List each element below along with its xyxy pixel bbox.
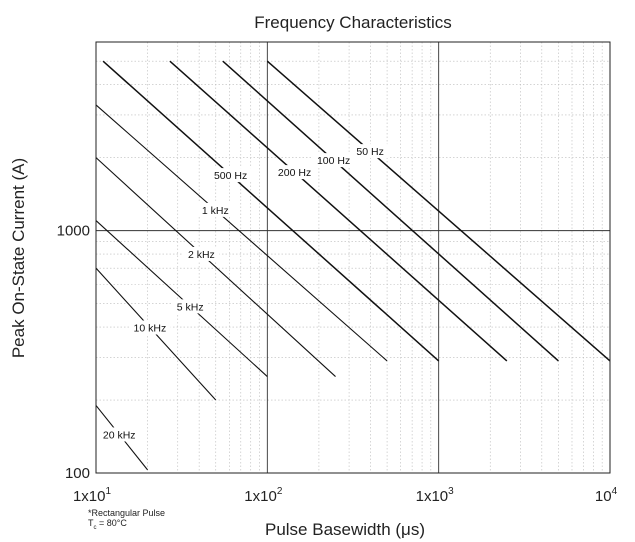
x-tick-label: 1x103 bbox=[416, 486, 455, 505]
series-line bbox=[222, 60, 559, 362]
x-tick-base: 10 bbox=[595, 488, 612, 505]
chart-title: Frequency Characteristics bbox=[254, 13, 451, 32]
series-line bbox=[95, 157, 336, 377]
series-label-bg bbox=[183, 246, 220, 261]
grid bbox=[96, 42, 610, 473]
series-label: 1 kHz bbox=[202, 205, 229, 217]
footnote-temp-value: = 80°C bbox=[96, 518, 127, 528]
series-label-bg bbox=[98, 427, 141, 442]
series-layer bbox=[95, 60, 611, 471]
series-line bbox=[266, 60, 611, 362]
series-label-bg bbox=[197, 202, 234, 217]
footnote-t-sub: c bbox=[93, 524, 97, 531]
x-tick-base: 1x10 bbox=[73, 488, 106, 505]
x-tick-label: 104 bbox=[595, 486, 618, 505]
major-grid bbox=[96, 42, 610, 473]
series-label: 50 Hz bbox=[356, 146, 383, 158]
plot-frame bbox=[95, 41, 611, 474]
x-tick-exponent: 2 bbox=[277, 486, 283, 497]
series-line bbox=[169, 60, 508, 362]
x-tick-base: 1x10 bbox=[416, 488, 449, 505]
series-label: 10 kHz bbox=[134, 323, 167, 335]
x-tick-exponent: 3 bbox=[448, 486, 454, 497]
footnote-pulse: *Rectangular Pulse bbox=[88, 508, 165, 518]
y-axis-label: Peak On-State Current (A) bbox=[9, 158, 28, 358]
footnote-pulse-text: *Rectangular Pulse bbox=[88, 508, 166, 518]
x-axis-label: Pulse Basewidth (μs) bbox=[265, 520, 425, 539]
series-label: 100 Hz bbox=[317, 155, 350, 167]
series-label: 20 kHz bbox=[103, 429, 136, 441]
series-label: 5 kHz bbox=[177, 301, 204, 313]
series-label: 500 Hz bbox=[214, 170, 247, 182]
series-line bbox=[95, 104, 388, 362]
series-label-bg bbox=[312, 153, 355, 168]
series-label-bg bbox=[209, 168, 252, 183]
series-line bbox=[95, 220, 268, 377]
x-tick-base: 1x10 bbox=[244, 488, 277, 505]
series-line bbox=[102, 60, 440, 362]
x-tick-label: 1x101 bbox=[73, 486, 112, 505]
series-label-bg bbox=[172, 299, 209, 314]
x-tick-exponent: 4 bbox=[612, 486, 618, 497]
y-tick-label: 1000 bbox=[57, 223, 90, 240]
y-tick-label: 100 bbox=[65, 465, 90, 482]
series-labels: 50 Hz 100 Hz 200 Hz 500 Hz 1 kHz 2 kHz 5 kHz 10… bbox=[98, 144, 389, 442]
series-label: 200 Hz bbox=[278, 167, 311, 179]
series-label-bg bbox=[352, 144, 389, 159]
series-label-bg bbox=[129, 320, 171, 335]
series-label: 2 kHz bbox=[188, 249, 215, 261]
series-label-bg bbox=[273, 165, 316, 180]
footnote-t: T bbox=[88, 518, 94, 528]
x-tick-exponent: 1 bbox=[105, 486, 111, 497]
footnote-temperature: Tc = 80°C bbox=[88, 518, 127, 533]
x-tick-label: 1x102 bbox=[244, 486, 283, 505]
